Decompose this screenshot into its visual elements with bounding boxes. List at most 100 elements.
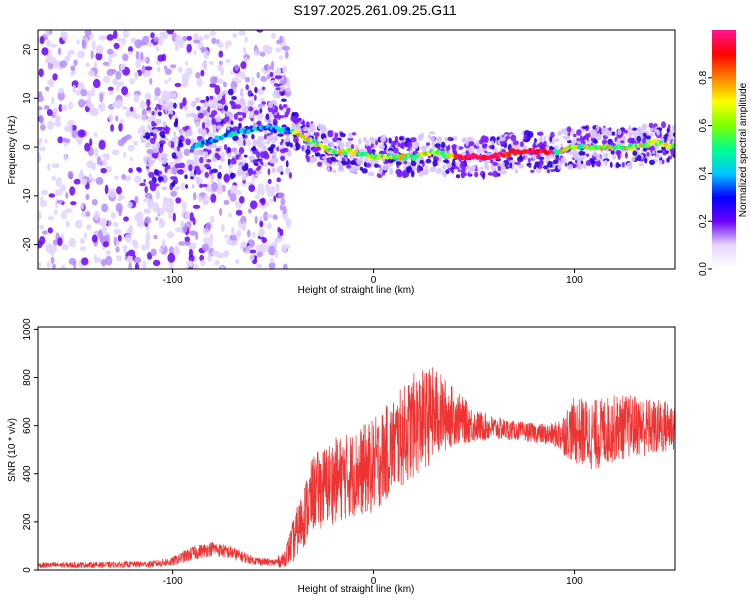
spectrogram-noise-blob — [194, 97, 201, 103]
spectrogram-noise-blob — [133, 256, 142, 264]
spectrogram-band-blob — [332, 161, 336, 166]
spectrogram-noise-blob — [122, 245, 128, 250]
spectrogram-noise-blob — [102, 61, 109, 66]
spectrogram-band-blob — [636, 135, 642, 143]
spectrogram-band-blob — [165, 106, 170, 110]
spectrogram-band-blob — [147, 123, 151, 130]
spectrogram-band-blob — [667, 136, 671, 144]
spectrogram-noise-blob — [164, 79, 169, 85]
spectrogram-band-blob — [147, 156, 152, 164]
spectrogram-noise-blob — [189, 212, 194, 222]
spectrogram-band-blob — [254, 86, 258, 94]
spectrogram-band-blob — [152, 147, 159, 154]
spectrogram-band-blob — [147, 110, 153, 114]
spectrogram-noise-blob — [134, 39, 142, 49]
spectrogram-noise-blob — [113, 228, 122, 235]
spectrogram-band-blob — [264, 134, 267, 140]
spectrogram-noise-blob — [256, 71, 261, 79]
spectrogram-noise-blob — [194, 263, 199, 269]
spectrogram-band-blob — [547, 160, 554, 169]
spectrogram-band-blob — [499, 136, 506, 142]
spectrogram-band-blob — [314, 152, 319, 157]
spectrogram-noise-blob — [105, 250, 111, 256]
spectrogram-noise-blob — [166, 231, 175, 239]
spectrogram-band-blob — [215, 147, 221, 152]
spectrogram-band-blob — [273, 90, 280, 96]
spectrogram-band-blob — [492, 170, 499, 178]
spectrogram-noise-blob — [222, 81, 227, 88]
spectrogram-noise-blob — [67, 50, 76, 55]
spectrogram-noise-blob — [246, 139, 252, 147]
spectrogram-noise-blob — [208, 60, 215, 65]
spectrogram-band-blob — [347, 137, 354, 141]
spectrogram-noise-blob — [249, 109, 254, 119]
spectrogram-band-blob — [661, 121, 666, 129]
spectrogram-band-blob — [207, 106, 211, 112]
spectrogram-noise-blob — [284, 50, 289, 59]
spectrogram-noise-blob — [144, 208, 149, 214]
spectrogram-noise-blob — [59, 60, 68, 68]
spectrogram-band-blob — [555, 154, 559, 159]
spectrogram-band-blob — [171, 152, 177, 159]
snr-ytick-label: 800 — [22, 369, 33, 386]
spectrogram-noise-blob — [89, 109, 98, 116]
spectrogram-band-blob — [622, 162, 625, 168]
spectrogram-noise-blob — [139, 100, 146, 110]
spectrogram-noise-blob — [76, 39, 80, 45]
spectrogram-band-blob — [392, 147, 399, 154]
spectrogram-noise-blob — [54, 189, 63, 197]
spectrogram-noise-blob — [142, 260, 147, 269]
spectrogram-band-blob — [469, 166, 473, 173]
spectrogram-band-blob — [241, 165, 249, 172]
spectrogram-band-blob — [642, 137, 646, 145]
spectrogram-noise-blob — [260, 197, 266, 206]
spectrogram-noise-blob — [40, 189, 49, 196]
spectrogram-noise-blob — [183, 148, 190, 156]
spectrogram-noise-blob — [119, 64, 126, 71]
spectrogram-noise-blob — [210, 193, 217, 203]
spectrogram-noise-blob — [192, 217, 196, 226]
spectrogram-noise-blob — [209, 76, 217, 84]
spectrogram-noise-blob — [38, 142, 42, 147]
spectrogram-noise-blob — [198, 195, 203, 203]
spectrogram-noise-blob — [277, 192, 285, 199]
spectrogram-band-blob — [241, 108, 248, 113]
spectrogram-noise-blob — [102, 75, 111, 84]
snr-ytick-label: 1000 — [22, 318, 33, 341]
spectrogram-noise-blob — [185, 241, 192, 247]
spectrogram-band-blob — [509, 162, 513, 169]
spectrogram-noise-blob — [170, 190, 177, 197]
spectrogram-noise-blob — [133, 113, 141, 120]
spectrogram-band-blob — [288, 172, 293, 179]
spectrogram-noise-blob — [80, 89, 88, 97]
spectrogram-band-blob — [143, 135, 150, 139]
spectrogram-band-blob — [238, 147, 245, 154]
spectrogram-noise-blob — [61, 244, 69, 251]
spectrogram-noise-blob — [282, 263, 288, 269]
spectrogram-noise-blob — [85, 62, 90, 68]
spectrogram-band-blob — [538, 136, 544, 142]
spectrogram-band-blob — [281, 138, 284, 144]
spectrogram-noise-blob — [47, 120, 54, 130]
spectrogram-band-blob — [227, 152, 232, 158]
spectrogram-band-blob — [293, 136, 299, 144]
spectrogram-noise-blob — [268, 185, 276, 194]
spectrogram-band-blob — [155, 118, 162, 124]
spectrogram-band-blob — [261, 101, 267, 105]
spectrogram-noise-blob — [115, 202, 123, 213]
spectrogram-ridge-point — [400, 153, 406, 158]
spectrogram-band-blob — [144, 186, 148, 194]
spectrogram-noise-blob — [248, 184, 256, 192]
spectrogram-noise-blob — [141, 65, 146, 75]
spectrogram-band-blob — [341, 160, 348, 166]
spectrogram-band-blob — [292, 134, 298, 138]
spectrogram-band-blob — [540, 160, 544, 165]
spectrogram-noise-blob — [257, 186, 261, 197]
spectrogram-band-blob — [262, 145, 267, 150]
spectrogram-band-blob — [514, 168, 519, 174]
spectrogram-band-blob — [514, 161, 521, 165]
snr-ytick-label: 200 — [22, 513, 33, 530]
spectrogram-noise-blob — [116, 81, 125, 87]
